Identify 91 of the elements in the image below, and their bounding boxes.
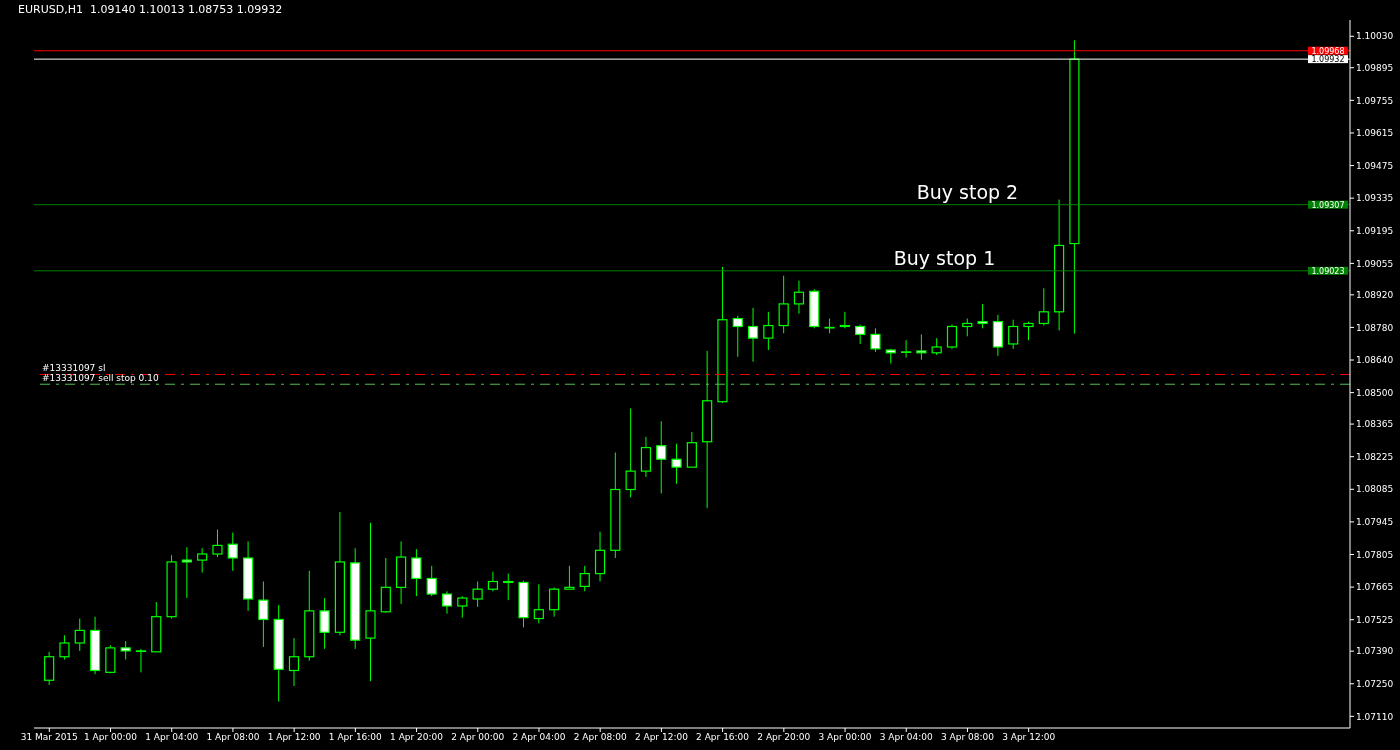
- x-tick-label: 2 Apr 20:00: [757, 732, 811, 743]
- candlestick: [579, 565, 590, 592]
- x-tick-label: 1 Apr 16:00: [328, 732, 383, 743]
- ref-line-label: #13331097 sl: [42, 363, 106, 374]
- candlestick: [625, 407, 636, 498]
- candlestick: [870, 327, 881, 353]
- candlestick: [564, 565, 575, 590]
- candlestick: [487, 571, 499, 592]
- y-tick-label: 1.09055: [1356, 258, 1394, 269]
- candlestick: [533, 583, 544, 624]
- candlestick: [120, 640, 131, 661]
- x-tick-label: 3 Apr 04:00: [879, 732, 933, 743]
- candlestick: [946, 324, 958, 350]
- candlestick: [594, 531, 606, 583]
- x-tick-label: 3 Apr 00:00: [818, 732, 872, 743]
- x-tick-label: 31 Mar 2015: [20, 732, 78, 743]
- candlestick: [900, 339, 912, 359]
- candlestick: [472, 581, 483, 608]
- candlestick: [74, 618, 85, 652]
- x-tick-label: 1 Apr 08:00: [206, 732, 260, 743]
- y-tick-label: 1.08500: [1356, 387, 1394, 398]
- x-tick-label: 1 Apr 12:00: [267, 732, 321, 743]
- candlestick: [855, 324, 866, 345]
- y-tick-label: 1.10030: [1356, 31, 1394, 42]
- x-tick-label: 2 Apr 16:00: [696, 732, 750, 743]
- candlestick: [411, 548, 422, 597]
- chart-title: EURUSD,H1 1.09140 1.10013 1.08753 1.09932: [18, 3, 283, 16]
- candlestick: [977, 303, 988, 329]
- candlestick: [549, 586, 560, 618]
- y-tick-label: 1.09195: [1356, 225, 1394, 236]
- candlestick: [671, 443, 682, 485]
- candlestick: [44, 651, 55, 686]
- x-tick-label: 1 Apr 00:00: [84, 732, 138, 743]
- x-tick-label: 2 Apr 12:00: [634, 732, 689, 743]
- candlestick: [212, 529, 223, 558]
- ref-line-label: 1.09307: [1311, 200, 1345, 210]
- y-tick-label: 1.07250: [1356, 678, 1394, 689]
- ref-line-label: #13331097 sell stop 0.10: [42, 373, 159, 384]
- x-tick-label: 2 Apr 00:00: [451, 732, 505, 743]
- candlestick: [181, 546, 192, 599]
- candlestick: [656, 420, 667, 494]
- ref-line-label: 1.09968: [1311, 46, 1345, 56]
- candlestick: [1038, 287, 1049, 327]
- y-tick-label: 1.07110: [1356, 711, 1394, 722]
- x-tick-label: 1 Apr 20:00: [390, 732, 444, 743]
- candlestick: [319, 597, 330, 650]
- candlestick: [426, 565, 437, 597]
- candlestick: [227, 532, 238, 572]
- candlestick: [288, 637, 300, 687]
- y-tick-label: 1.07390: [1356, 646, 1394, 657]
- y-tick-label: 1.07665: [1356, 582, 1394, 593]
- candlestick: [197, 547, 208, 574]
- y-tick-label: 1.09475: [1356, 160, 1394, 171]
- y-tick-label: 1.08780: [1356, 322, 1394, 333]
- annotation: Buy stop 1: [893, 246, 996, 269]
- candlestick: [441, 590, 453, 615]
- candlestick: [732, 315, 743, 358]
- ref-line-label: 1.09023: [1311, 266, 1345, 276]
- x-tick-label: 2 Apr 08:00: [573, 732, 627, 743]
- x-tick-label: 2 Apr 04:00: [512, 732, 566, 743]
- y-tick-label: 1.09335: [1356, 193, 1394, 204]
- x-tick-label: 3 Apr 12:00: [1002, 732, 1056, 743]
- y-tick-label: 1.09895: [1356, 62, 1394, 73]
- candlestick: [640, 436, 652, 478]
- x-tick-label: 1 Apr 04:00: [145, 732, 199, 743]
- candlestick: [59, 634, 70, 661]
- candlestick: [793, 280, 805, 315]
- y-tick-label: 1.07525: [1356, 614, 1394, 625]
- candlestick: [839, 311, 850, 329]
- y-tick-label: 1.08365: [1356, 419, 1394, 430]
- ref-line-label: 1.09932: [1311, 55, 1345, 65]
- y-tick-label: 1.08640: [1356, 355, 1394, 366]
- y-tick-label: 1.07805: [1356, 549, 1394, 560]
- y-tick-label: 1.08085: [1356, 484, 1394, 495]
- y-tick-label: 1.08920: [1356, 290, 1394, 301]
- candlestick: [763, 311, 774, 351]
- y-tick-label: 1.08225: [1356, 451, 1394, 462]
- annotation: Buy stop 2: [916, 180, 1019, 203]
- candlestick: [1008, 319, 1019, 350]
- candlestick: [778, 275, 789, 334]
- candlestick: [1023, 321, 1034, 341]
- candlestick: [747, 307, 759, 363]
- candlestick: [258, 581, 269, 648]
- x-tick-label: 3 Apr 08:00: [940, 732, 995, 743]
- candlestick: [135, 648, 147, 673]
- y-tick-label: 1.09755: [1356, 95, 1394, 106]
- y-tick-label: 1.09615: [1356, 128, 1394, 139]
- candlestick: [457, 595, 468, 619]
- candlestick: [916, 333, 927, 361]
- candlestick: [503, 573, 514, 601]
- y-tick-label: 1.07945: [1356, 517, 1394, 528]
